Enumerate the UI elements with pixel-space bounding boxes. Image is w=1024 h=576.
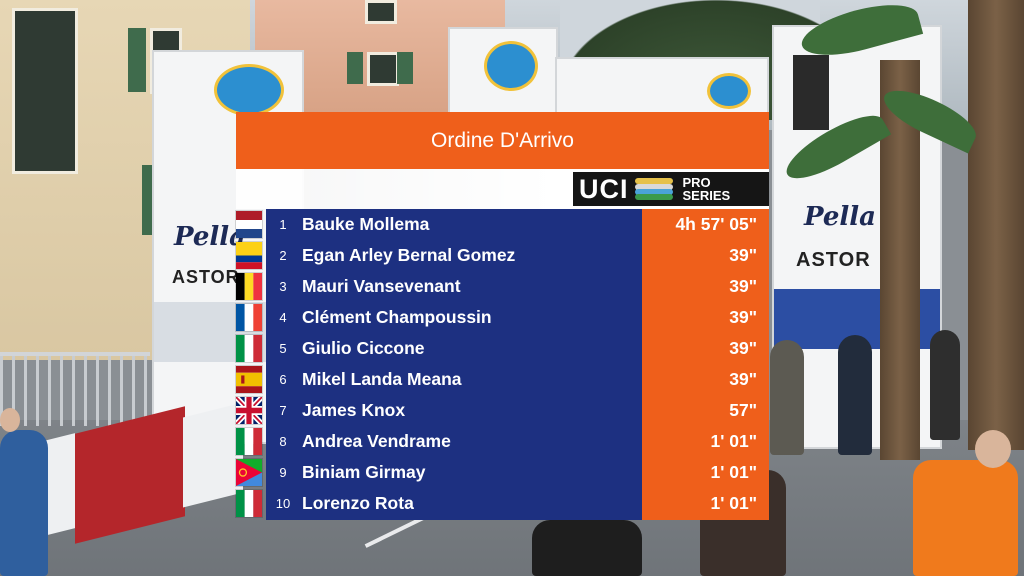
sponsor-banner-text-2: ASTOR [172,267,240,287]
rider-position: 1 [279,217,287,232]
rider-time: 39" [729,276,757,296]
window [365,0,397,24]
barrier [183,402,243,508]
spectator [913,460,1018,576]
spectator [930,330,960,440]
italy-flag-icon [236,490,262,517]
rider-name: Mikel Landa Meana [302,369,462,389]
rider-name: Mauri Vansevenant [302,276,461,296]
results-title: Ordine D'Arrivo [236,112,769,169]
rider-time: 39" [729,369,757,389]
sponsor-banner-text: Pella [174,222,246,252]
race-logo-icon [214,64,284,116]
uci-stripe [634,178,673,184]
result-row: 4 Clément Champoussin 39" [236,302,769,333]
sponsor-banner-text: Pella [804,202,876,232]
rider-time: 1' 01" [710,462,757,482]
rider-time: 1' 01" [710,431,757,451]
results-list: 1 Bauke Mollema 4h 57' 05" 2 Egan Arley … [236,209,769,520]
italy-flag-icon [236,335,262,362]
result-row: 3 Mauri Vansevenant 39" [236,271,769,302]
rider-time: 1' 01" [710,493,757,513]
uci-series-line-1: PRO [682,175,711,190]
race-logo-icon [484,41,538,91]
netherlands-flag-icon [236,211,262,238]
uci-proseries-logo: UCI PRO SERIES [573,172,769,206]
rider-position: 10 [275,496,291,511]
united-kingdom-flag-icon [236,397,262,424]
rider-position: 9 [279,465,287,480]
result-row: 7 James Knox 57" [236,395,769,426]
uci-stripe [634,189,673,195]
rider-name: Giulio Ciccone [302,338,425,358]
rider-name: Lorenzo Rota [302,493,414,513]
sponsor-board-top-2 [555,57,769,116]
times-panel [642,209,769,520]
rider-time: 57" [729,400,757,420]
uci-stripe [634,194,673,200]
result-row: 9 Biniam Girmay 1' 01" [236,457,769,488]
france-flag-icon [236,304,262,331]
eritrea-flag-icon [236,459,262,486]
crowd-fence [0,352,150,426]
uci-series-line-2: SERIES [682,188,731,203]
uci-rainbow-icon [634,178,675,200]
rider-time: 39" [729,307,757,327]
result-row: 6 Mikel Landa Meana 39" [236,364,769,395]
result-row: 2 Egan Arley Bernal Gomez 39" [236,240,769,271]
uci-series-label: PRO SERIES [683,176,731,202]
uci-stripe [634,184,673,190]
rider-name: Clément Champoussin [302,307,492,327]
rider-time: 39" [729,338,757,358]
window-shutter [347,52,363,84]
spectator [0,430,48,576]
result-row: 1 Bauke Mollema 4h 57' 05" [236,209,769,240]
rider-name: James Knox [302,400,406,420]
spectator [532,520,642,576]
result-row: 8 Andrea Vendrame 1' 01" [236,426,769,457]
result-row: 10 Lorenzo Rota 1' 01" [236,488,769,519]
rider-name: Biniam Girmay [302,462,426,482]
rider-position: 3 [279,279,287,294]
window [12,8,78,174]
window-shutter [397,52,413,84]
rider-position: 7 [279,403,287,418]
spain-flag-icon [236,366,262,393]
colombia-flag-icon [236,242,262,269]
spectator [770,340,804,455]
rider-name: Andrea Vendrame [302,431,451,451]
results-graphic: Ordine D'Arrivo UCI PRO SERIES 1 Bauke M… [236,112,769,520]
belgium-flag-icon [236,273,262,300]
rider-position: 8 [279,434,287,449]
names-panel [266,209,642,520]
race-logo-icon [707,73,751,109]
rider-name: Egan Arley Bernal Gomez [302,245,516,265]
sponsor-board-top [448,27,558,116]
italy-flag-icon [236,428,262,455]
rider-position: 5 [279,341,287,356]
palm-trunk [968,0,1024,450]
rider-position: 6 [279,372,287,387]
result-row: 5 Giulio Ciccone 39" [236,333,769,364]
rider-time: 4h 57' 05" [675,214,757,234]
spectator-head [975,430,1011,468]
window [367,52,399,86]
spectator [838,335,872,455]
digital-clock-sign [793,55,829,130]
uci-logo-text: UCI [579,173,629,204]
rider-position: 4 [279,310,287,325]
window-shutter [142,165,154,235]
window-shutter [128,28,146,92]
sponsor-banner-text-2: ASTOR [796,249,871,271]
spectator-head [0,408,20,432]
sponsor-bar: UCI PRO SERIES [236,169,769,209]
rider-position: 2 [279,248,287,263]
rider-name: Bauke Mollema [302,214,430,234]
rider-time: 39" [729,245,757,265]
